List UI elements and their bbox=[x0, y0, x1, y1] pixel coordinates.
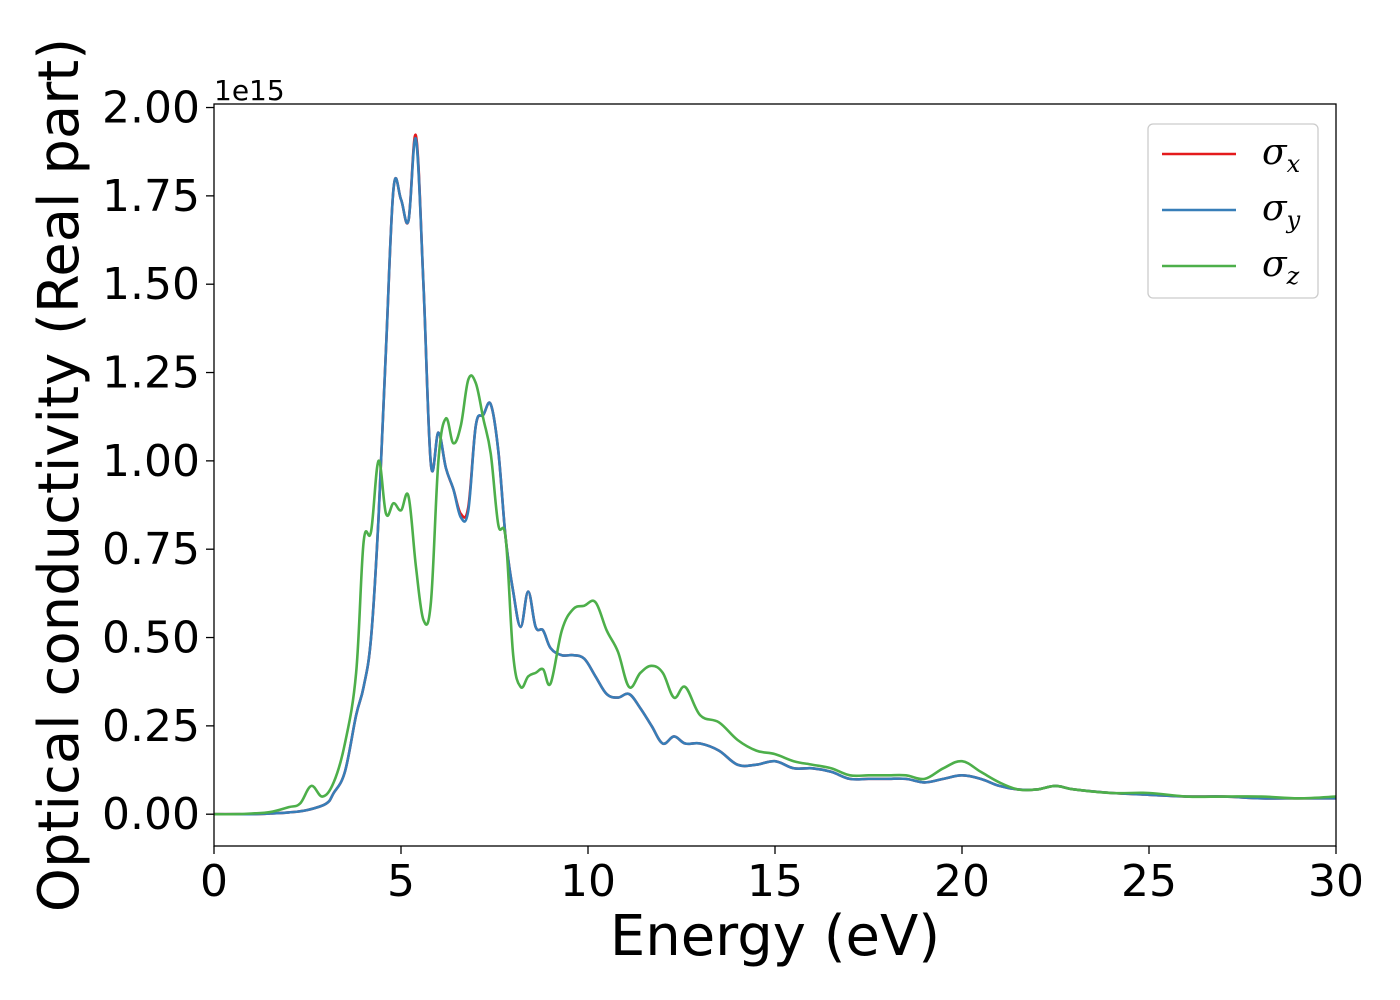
y-axis-offset-text: 1e15 bbox=[214, 74, 285, 107]
y-tick-label: 0.25 bbox=[102, 701, 200, 752]
x-axis-label: Energy (eV) bbox=[610, 904, 940, 969]
series-line-y bbox=[214, 137, 1336, 816]
x-tick-label: 0 bbox=[200, 856, 228, 907]
y-tick-label: 0.00 bbox=[102, 789, 200, 840]
x-tick-label: 10 bbox=[560, 856, 616, 907]
y-axis-label: Optical conductivity (Real part) bbox=[27, 38, 92, 912]
x-tick-label: 15 bbox=[747, 856, 803, 907]
y-tick-label: 0.75 bbox=[102, 524, 200, 575]
x-tick-label: 20 bbox=[934, 856, 990, 907]
y-tick-label: 1.25 bbox=[102, 348, 200, 399]
y-tick-label: 1.75 bbox=[102, 171, 200, 222]
legend-label-y: σy bbox=[1262, 188, 1301, 234]
y-axis-ticks: 0.00 0.25 0.50 0.75 1.00 1.25 1.50 1.75 2.00 bbox=[102, 83, 214, 840]
x-tick-label: 30 bbox=[1308, 856, 1364, 907]
series-layer bbox=[214, 133, 1336, 816]
y-tick-label: 0.50 bbox=[102, 613, 200, 664]
x-tick-label: 5 bbox=[387, 856, 415, 907]
x-axis-ticks: 0 5 10 15 20 25 30 bbox=[200, 846, 1364, 907]
x-tick-label: 25 bbox=[1121, 856, 1177, 907]
legend-label-z: σz bbox=[1262, 244, 1300, 290]
series-line-z bbox=[214, 374, 1336, 816]
legend-label-x: σx bbox=[1262, 132, 1301, 178]
legend: σx σy σz bbox=[1147, 123, 1319, 299]
y-tick-label: 1.00 bbox=[102, 436, 200, 487]
y-tick-label: 1.50 bbox=[102, 259, 200, 310]
y-tick-label: 2.00 bbox=[102, 83, 200, 134]
